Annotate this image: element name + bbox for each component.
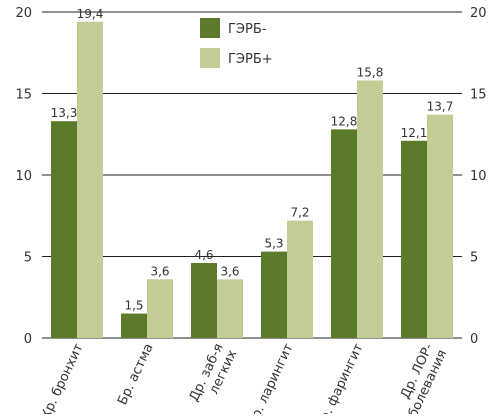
- y-tick-label-right: 5: [470, 251, 478, 266]
- legend-label: ГЭРБ-: [228, 22, 267, 37]
- bar-gerb-plus: [77, 21, 103, 339]
- data-label: 4,6: [194, 248, 213, 262]
- y-tick-label-right: 0: [470, 332, 478, 347]
- category-label: Хр. бронхит: [38, 341, 86, 414]
- category-label: Хр. фарингит: [314, 341, 367, 414]
- category-label-group: Хр. бронхит: [38, 341, 86, 418]
- y-tick-label-right: 20: [470, 6, 487, 21]
- bar-gerb-plus: [287, 220, 313, 338]
- bar-gerb-plus: [147, 279, 173, 338]
- grid-lines: [42, 11, 462, 339]
- bar-gerb-minus: [331, 129, 357, 338]
- data-label: 13,3: [51, 106, 78, 120]
- data-label: 13,7: [427, 100, 454, 114]
- bar-gerb-plus: [357, 80, 383, 339]
- data-label: 12,1: [401, 126, 428, 140]
- y-tick-label-left: 0: [24, 332, 32, 347]
- data-label: 1,5: [124, 299, 143, 313]
- bar-gerb-plus: [217, 279, 243, 338]
- data-label: 12,8: [331, 114, 358, 128]
- legend-swatch: [200, 48, 220, 68]
- bar-gerb-minus: [261, 251, 287, 338]
- bar-gerb-minus: [51, 121, 77, 339]
- y-tick-label-left: 5: [24, 251, 32, 266]
- data-label: 5,3: [264, 237, 283, 251]
- data-label: 3,6: [150, 264, 169, 278]
- data-label: 15,8: [357, 65, 384, 79]
- data-label: 19,4: [77, 7, 104, 21]
- data-label: 3,6: [220, 264, 239, 278]
- data-label: 7,2: [290, 206, 309, 220]
- legend: ГЭРБ- ГЭРБ+: [200, 18, 273, 68]
- category-label-group: Бр. астма: [115, 341, 156, 407]
- category-label: Бр. астма: [115, 341, 156, 407]
- category-label-group: Хр. ларингит: [245, 341, 297, 418]
- category-label-group: Др. ЛОР-заболевания: [398, 341, 450, 418]
- legend-label: ГЭРБ+: [228, 52, 273, 67]
- bar-gerb-plus: [427, 114, 453, 338]
- bar-gerb-minus: [401, 140, 427, 338]
- legend-swatch: [200, 18, 220, 38]
- axes: 0 0 5 5 10 10 15 15 20 20: [15, 6, 486, 347]
- category-label-group: Хр. фарингит: [314, 341, 367, 418]
- bar-gerb-minus: [121, 313, 147, 338]
- bars: [51, 21, 453, 339]
- y-tick-label-right: 10: [470, 169, 487, 184]
- bar-gerb-minus: [191, 263, 217, 338]
- y-tick-label-left: 10: [15, 169, 32, 184]
- category-label: Хр. ларингит: [245, 341, 297, 414]
- data-labels: 13,3 19,4 1,5 3,6 4,6 3,6 5,3 7,2 12,8 15,8 12,1 13…: [51, 7, 454, 313]
- y-tick-label-left: 20: [15, 6, 32, 21]
- y-tick-label-right: 15: [470, 88, 487, 103]
- y-tick-label-left: 15: [15, 88, 32, 103]
